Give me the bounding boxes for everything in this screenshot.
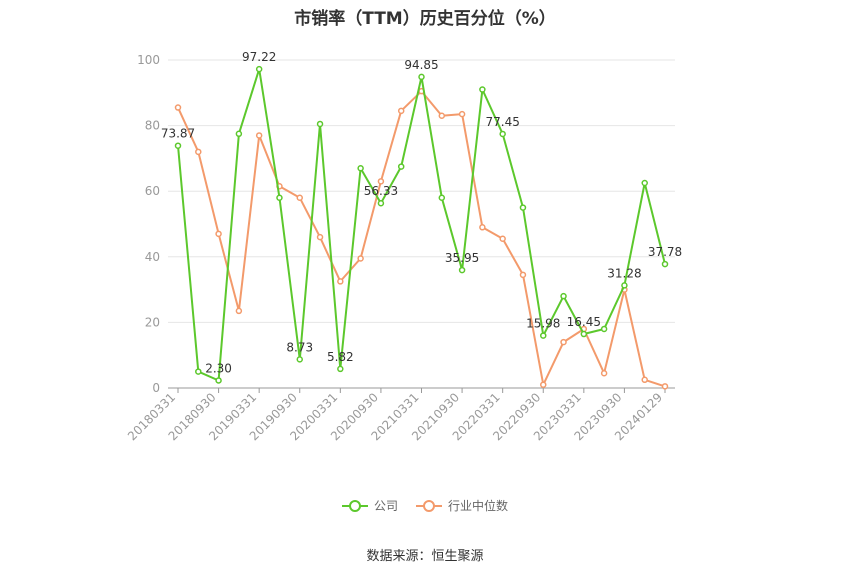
data-point-company [540, 332, 547, 339]
y-tick-label: 20 [145, 315, 160, 329]
data-point-company [195, 368, 202, 375]
data-point-company [296, 356, 303, 363]
data-point-industry-median [438, 112, 446, 120]
series-line-industry-median [177, 90, 666, 388]
data-point-company [661, 260, 669, 268]
data-point-company [458, 266, 466, 274]
y-tick-label: 40 [145, 250, 160, 264]
data-label: 77.45 [485, 115, 519, 129]
data-point-company [235, 130, 243, 138]
data-point-industry-median [458, 110, 466, 118]
data-point-company [560, 292, 567, 300]
legend-swatch-industry-median [416, 499, 442, 513]
data-point-company [174, 142, 182, 149]
data-label: 8.73 [286, 340, 313, 354]
data-label: 5.82 [327, 350, 354, 364]
data-label: 16.45 [567, 315, 601, 329]
legend-swatch-company [341, 499, 368, 513]
series-lines [174, 65, 669, 390]
data-point-industry-median [377, 178, 385, 185]
data-label: 94.85 [404, 58, 438, 72]
data-point-company [641, 179, 648, 187]
data-point-industry-median [195, 148, 202, 156]
data-point-industry-median [499, 235, 506, 243]
data-point-company [499, 130, 506, 138]
data-point-company [397, 163, 405, 170]
data-point-company [316, 120, 324, 128]
grid-lines [168, 59, 675, 323]
data-point-company [255, 65, 263, 73]
data-label: 97.22 [242, 50, 276, 64]
data-label: 15.98 [526, 317, 560, 331]
data-point-industry-median [316, 233, 324, 241]
data-labels: 73.87 2.30 97.22 8.73 5.82 56.33 94.85 35.95 77.… [161, 50, 682, 375]
data-point-industry-median [337, 278, 344, 285]
data-point-industry-median [479, 224, 486, 231]
data-point-industry-median [357, 255, 364, 262]
data-point-industry-median [600, 369, 608, 377]
legend-label-company: 公司 [373, 499, 398, 513]
data-source: 数据来源：恒生聚源 [366, 549, 484, 564]
data-point-company [418, 73, 425, 81]
data-point-industry-median [397, 107, 405, 115]
data-point-industry-median [661, 383, 669, 390]
series-line-company [177, 68, 666, 382]
data-point-industry-median [215, 230, 222, 238]
data-point-industry-median [296, 194, 303, 202]
y-tick-label: 100 [137, 53, 160, 67]
data-point-company [519, 204, 527, 211]
data-point-company [357, 164, 364, 172]
y-tick-label: 80 [145, 119, 160, 133]
data-point-company [215, 377, 222, 384]
data-label: 56.33 [364, 184, 398, 198]
data-point-industry-median [235, 307, 243, 315]
data-point-company [337, 365, 344, 373]
data-point-company [438, 194, 446, 202]
data-point-industry-median [560, 338, 567, 346]
data-label: 37.78 [648, 245, 682, 259]
data-point-company [479, 86, 486, 93]
data-point-industry-median [174, 104, 182, 111]
data-label: 31.28 [607, 266, 641, 280]
chart-title: 市销率（TTM）历史百分位（%） [294, 9, 556, 29]
data-point-industry-median [519, 271, 527, 279]
legend: 公司 行业中位数 [0, 497, 850, 514]
y-tick-label: 0 [152, 381, 160, 395]
data-point-industry-median [540, 381, 547, 388]
data-point-company [580, 330, 588, 338]
data-label: 2.30 [205, 361, 232, 375]
data-point-industry-median [255, 132, 263, 139]
data-point-industry-median [641, 376, 648, 384]
data-label: 35.95 [445, 251, 479, 265]
data-point-company [600, 325, 608, 333]
legend-label-industry-median: 行业中位数 [448, 499, 509, 513]
legend-item-company[interactable]: 公司 [341, 497, 398, 514]
legend-item-industry-median[interactable]: 行业中位数 [416, 497, 508, 514]
y-tick-label: 60 [145, 184, 160, 198]
data-label: 73.87 [161, 127, 195, 141]
data-point-company [377, 199, 385, 207]
data-point-company [621, 282, 628, 289]
data-point-company [276, 194, 283, 202]
